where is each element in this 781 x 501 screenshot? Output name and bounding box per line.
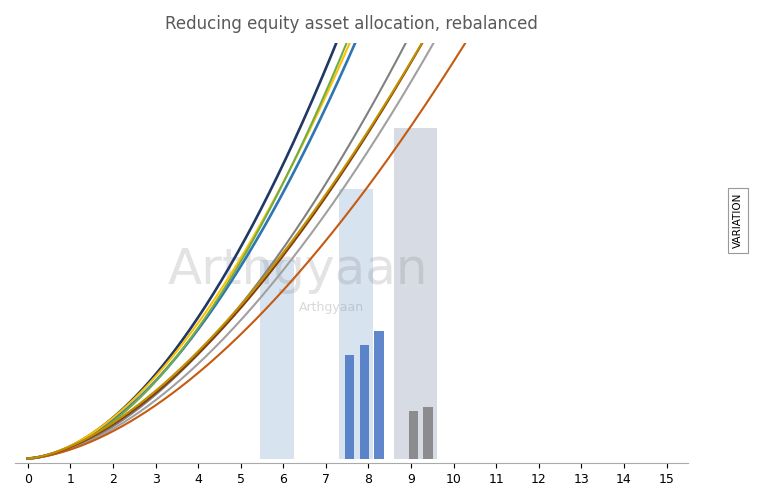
Title: Reducing equity asset allocation, rebalanced: Reducing equity asset allocation, rebala…: [165, 15, 538, 33]
Bar: [374, 331, 383, 458]
Text: Arthgyaan: Arthgyaan: [298, 301, 364, 314]
Bar: [408, 411, 418, 458]
Text: Arthgyaan: Arthgyaan: [167, 246, 428, 294]
Bar: [344, 355, 354, 458]
Bar: [260, 260, 294, 458]
Bar: [394, 128, 437, 458]
Bar: [359, 345, 369, 458]
Bar: [339, 189, 373, 458]
Text: VARIATION: VARIATION: [733, 193, 743, 248]
Bar: [423, 407, 433, 458]
